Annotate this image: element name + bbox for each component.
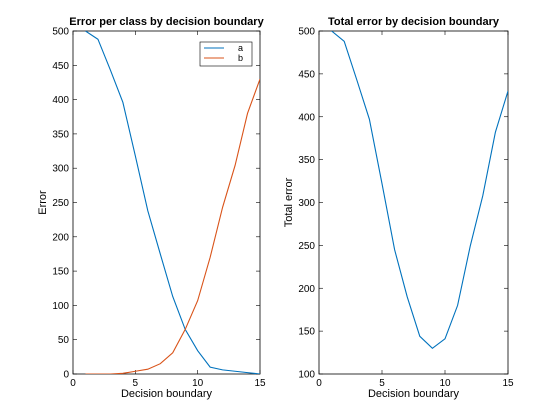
series-b-line <box>85 78 260 374</box>
y-tick-label: 150 <box>52 267 69 278</box>
legend-box <box>199 41 253 67</box>
x-tick-label: 5 <box>133 378 139 389</box>
x-tick-label: 15 <box>502 378 514 389</box>
y-tick-label: 450 <box>52 61 69 72</box>
y-axis-label: Total error <box>283 177 295 227</box>
y-tick-label: 350 <box>298 155 315 166</box>
x-tick-label: 10 <box>192 378 204 389</box>
legend-label-a: a <box>238 43 243 53</box>
chart-title: Total error by decision boundary <box>328 16 500 28</box>
error-per-class-plot: 0 5 10 15050100150200250300350400450500Erro… <box>37 16 266 400</box>
legend-label-b: b <box>238 53 243 63</box>
y-tick-label: 250 <box>52 198 69 209</box>
chart-title: Error per class by decision boundary <box>69 16 264 28</box>
x-tick-label: 0 <box>70 378 76 389</box>
y-tick-label: 300 <box>298 198 315 209</box>
total-error-line <box>331 31 508 349</box>
y-tick-label: 100 <box>52 301 69 312</box>
y-tick-label: 0 <box>63 370 69 381</box>
x-tick-label: 10 <box>439 378 451 389</box>
axes-box <box>318 30 509 375</box>
y-tick-label: 400 <box>298 112 315 123</box>
axes-box <box>72 30 261 375</box>
x-axis-label: Decision boundary <box>121 388 213 400</box>
x-axis-label: Decision boundary <box>368 388 460 400</box>
y-tick-label: 500 <box>298 27 315 38</box>
total-error-plot: 0 5 10 15 100 150 200 250 300 350 400 450 500 Total e… <box>283 16 514 400</box>
x-tick-label: 0 <box>316 378 322 389</box>
y-tick-label: 200 <box>298 284 315 295</box>
x-tick-label: 15 <box>254 378 266 389</box>
y-tick-label: 500 <box>52 27 69 38</box>
y-tick-label: 250 <box>298 241 315 252</box>
y-tick-label: 100 <box>298 370 315 381</box>
y-tick-label: 200 <box>52 232 69 243</box>
y-axis-label: Error <box>37 190 49 215</box>
x-tick-label: 5 <box>379 378 385 389</box>
y-tick-label: 450 <box>298 69 315 80</box>
y-tick-label: 350 <box>52 129 69 140</box>
y-tick-label: 150 <box>298 327 315 338</box>
y-tick-label: 400 <box>52 95 69 106</box>
y-tick-label: 50 <box>58 335 70 346</box>
y-tick-label: 300 <box>52 164 69 175</box>
series-a-line <box>85 31 260 374</box>
legend: ab <box>199 41 253 67</box>
